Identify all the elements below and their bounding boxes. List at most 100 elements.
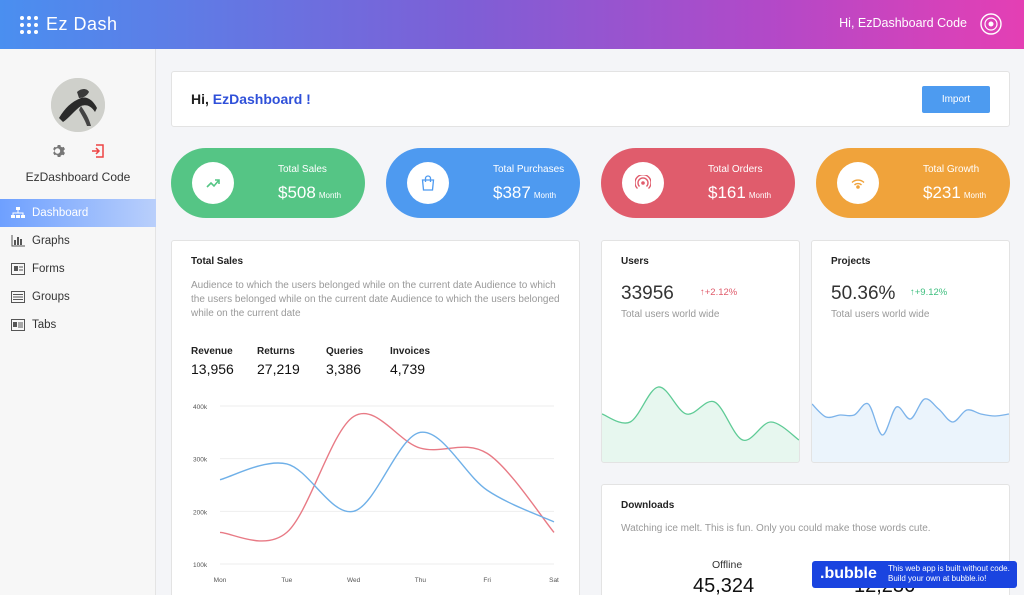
user-avatar-icon[interactable] bbox=[980, 13, 1002, 35]
total-sales-line-chart: 100k 200k 300k 400k Mon Tue Wed Thu Fri Sat bbox=[193, 404, 559, 584]
trend-up-icon bbox=[206, 179, 220, 188]
stat-value: $387 Month bbox=[493, 183, 556, 203]
stat-card-total-orders[interactable]: Total Orders $161 Month bbox=[601, 148, 795, 218]
stat-label: Total Sales bbox=[278, 164, 327, 175]
sidebar-item-tabs[interactable]: Tabs bbox=[0, 311, 156, 339]
metric-label: Revenue bbox=[191, 346, 233, 357]
sidebar-item-label: Forms bbox=[32, 263, 65, 275]
bubble-logo: .bubble bbox=[820, 565, 877, 582]
metric-label: Queries bbox=[326, 346, 364, 357]
metric-value: 3,386 bbox=[326, 361, 362, 377]
profile-actions bbox=[50, 143, 106, 159]
stat-value: $231 Month bbox=[923, 183, 986, 203]
stat-label: Total Purchases bbox=[493, 164, 565, 175]
area-fill bbox=[602, 386, 799, 462]
offline-value: 45,324 bbox=[693, 575, 755, 595]
users-count: 33956 bbox=[621, 283, 674, 304]
stat-card-total-sales[interactable]: Total Sales $508 Month bbox=[171, 148, 365, 218]
stat-unit: Month bbox=[963, 191, 987, 200]
area-fill bbox=[812, 398, 1009, 462]
users-card: Users 33956 ↑+2.12% Total users world wi… bbox=[601, 240, 800, 463]
stat-unit: Month bbox=[533, 191, 557, 200]
brand[interactable]: Ez Dash bbox=[20, 14, 118, 35]
welcome-prefix: Hi, bbox=[191, 91, 213, 107]
gear-icon[interactable] bbox=[51, 143, 67, 159]
metric-label: Invoices bbox=[390, 346, 431, 357]
logout-icon[interactable] bbox=[90, 143, 106, 159]
bubble-text: This web app is built without code. Buil… bbox=[888, 564, 1010, 584]
sidebar-item-label: Tabs bbox=[32, 319, 57, 331]
bar-chart-icon bbox=[11, 235, 25, 247]
sidebar-item-label: Dashboard bbox=[32, 207, 89, 219]
apps-grid-icon[interactable] bbox=[20, 15, 38, 34]
stat-card-total-growth[interactable]: Total Growth $231 Month bbox=[816, 148, 1010, 218]
broadcast-icon bbox=[635, 175, 651, 190]
offline-label: Offline bbox=[712, 559, 743, 571]
stat-label: Total Orders bbox=[708, 164, 763, 175]
stat-unit: Month bbox=[318, 191, 342, 200]
shopping-bag-icon bbox=[421, 175, 435, 191]
card-title: Projects bbox=[831, 256, 871, 267]
stat-card-total-purchases[interactable]: Total Purchases $387 Month bbox=[386, 148, 580, 218]
form-icon bbox=[11, 263, 25, 275]
sidebar-item-forms[interactable]: Forms bbox=[0, 255, 156, 283]
y-tick-label: 200k bbox=[193, 509, 208, 516]
signal-icon bbox=[851, 179, 865, 189]
stat-amount: $508 bbox=[278, 183, 316, 202]
stat-icon-circle bbox=[407, 162, 449, 204]
stat-value: $161 Month bbox=[708, 183, 771, 203]
projects-card: Projects 50.36% ↑+9.12% Total users worl… bbox=[811, 240, 1010, 463]
bubble-badge[interactable]: .bubble This web app is built without co… bbox=[812, 561, 1017, 588]
users-delta: ↑+2.12% bbox=[700, 287, 738, 298]
projects-delta: ↑+9.12% bbox=[910, 287, 948, 298]
sidebar-item-groups[interactable]: Groups bbox=[0, 283, 156, 311]
bubble-line-2: Build your own at bubble.io! bbox=[888, 574, 987, 583]
user-greeting: Hi, EzDashboard Code bbox=[839, 16, 967, 30]
card-description: Audience to which the users belonged whi… bbox=[191, 280, 560, 319]
metric-invoices: Invoices 4,739 bbox=[390, 346, 430, 377]
top-bar: Ez Dash Hi, EzDashboard Code bbox=[0, 0, 1024, 49]
stat-amount: $387 bbox=[493, 183, 531, 202]
projects-area-chart bbox=[812, 398, 1009, 462]
x-tick-label: Wed bbox=[347, 577, 361, 584]
x-tick-label: Sat bbox=[549, 577, 559, 584]
stat-amount: $161 bbox=[708, 183, 746, 202]
total-sales-card: Total Sales Audience to which the users … bbox=[171, 240, 580, 595]
welcome-heading: Hi, EzDashboard ! bbox=[191, 91, 311, 107]
metric-value: 13,956 bbox=[191, 361, 234, 377]
metric-value: 27,219 bbox=[257, 361, 300, 377]
card-subtitle: Total users world wide bbox=[621, 309, 720, 320]
sitemap-icon bbox=[11, 207, 25, 218]
welcome-card: Hi, EzDashboard ! Import bbox=[171, 71, 1010, 127]
x-tick-label: Thu bbox=[415, 577, 427, 584]
sidebar-nav: Dashboard Graphs Forms Groups Tabs bbox=[0, 199, 156, 339]
metric-label: Returns bbox=[257, 346, 295, 357]
sidebar-item-dashboard[interactable]: Dashboard bbox=[0, 199, 156, 227]
sidebar-item-graphs[interactable]: Graphs bbox=[0, 227, 156, 255]
series-line-1 bbox=[219, 431, 555, 523]
stat-value: $508 Month bbox=[278, 183, 341, 203]
profile-name: EzDashboard Code bbox=[25, 170, 131, 184]
y-tick-label: 100k bbox=[193, 562, 208, 569]
users-area-chart bbox=[602, 386, 799, 462]
stat-label: Total Growth bbox=[923, 164, 980, 175]
card-subtitle: Total users world wide bbox=[831, 309, 930, 320]
tabs-icon bbox=[11, 319, 25, 331]
profile-avatar bbox=[51, 78, 105, 132]
delta-value: +9.12% bbox=[914, 287, 948, 298]
metric-queries: Queries 3,386 bbox=[326, 346, 363, 377]
list-icon bbox=[11, 291, 25, 303]
card-title: Users bbox=[621, 256, 649, 267]
card-title: Total Sales bbox=[191, 256, 244, 267]
stat-icon-circle bbox=[192, 162, 234, 204]
x-tick-label: Tue bbox=[281, 577, 292, 584]
area-line bbox=[812, 398, 1009, 436]
stat-icon-circle bbox=[622, 162, 664, 204]
x-tick-label: Mon bbox=[214, 577, 227, 584]
import-button[interactable]: Import bbox=[922, 86, 990, 113]
stat-amount: $231 bbox=[923, 183, 961, 202]
projects-value: 50.36% bbox=[831, 283, 896, 304]
delta-value: +2.12% bbox=[704, 287, 738, 298]
sidebar: EzDashboard Code Dashboard Graphs Forms … bbox=[0, 49, 156, 595]
metric-value: 4,739 bbox=[390, 361, 426, 377]
